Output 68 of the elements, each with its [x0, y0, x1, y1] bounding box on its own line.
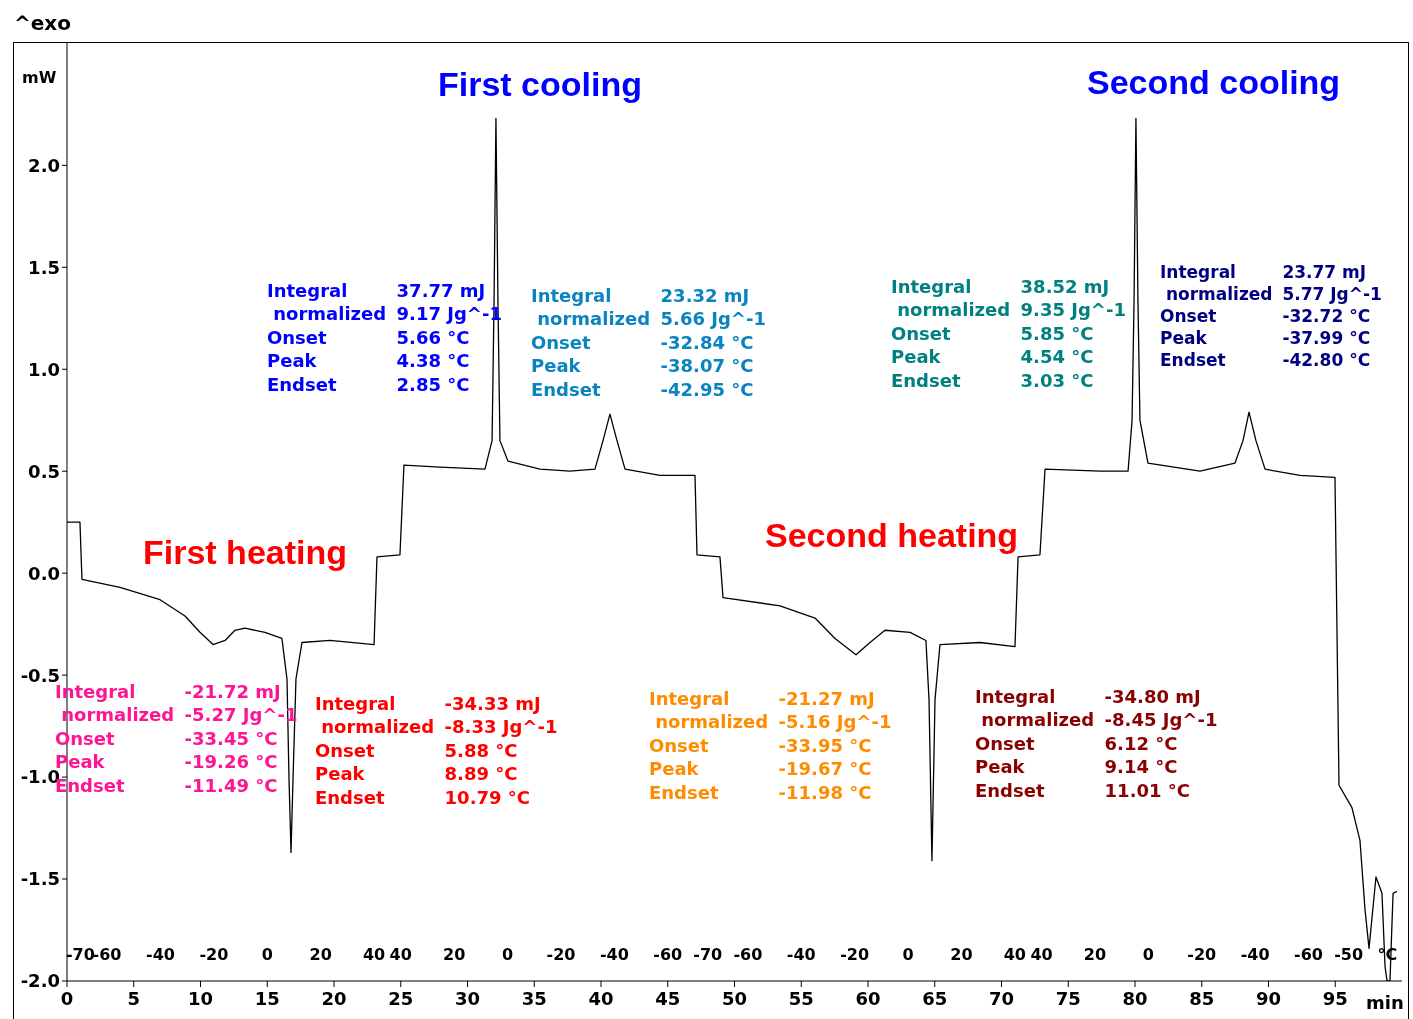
annotation: -20: [840, 945, 870, 964]
x-tick-label: 40: [588, 988, 614, 1009]
annotation: -20: [546, 945, 576, 964]
annotation: 0: [1142, 945, 1154, 964]
annotation: 0: [501, 945, 514, 964]
y-tick-label: 0.0: [28, 562, 60, 584]
annotation: Second heating: [765, 515, 1019, 556]
x-tick-label: 15: [254, 988, 280, 1009]
annotation: 40: [362, 945, 386, 964]
x-tick-label: 95: [1322, 988, 1348, 1009]
x-tick-label: 20: [321, 988, 347, 1009]
annotation: 40: [389, 945, 412, 964]
annotation: -40: [786, 945, 816, 964]
annotation: 0: [902, 945, 914, 964]
annotation: -20: [199, 945, 229, 964]
annotation: -60: [733, 945, 763, 964]
annotation: -60: [92, 945, 122, 964]
y-tick-label: -2.0: [20, 970, 60, 992]
text: Integral -21.27 mJ normalized -5.16 Jg^-1 Onset -33.95 °C Peak -19.67 °C Endset -11.98 °C: [649, 688, 892, 803]
annotation: First cooling: [438, 64, 642, 105]
y-tick-label: 2.0: [28, 154, 60, 176]
x-tick-label: 60: [855, 988, 881, 1009]
annotation: 20: [1083, 945, 1107, 964]
x-tick-label: 45: [655, 988, 681, 1009]
x-tick-label: 0: [60, 988, 74, 1009]
annotation: 0: [261, 945, 273, 964]
x-tick-label: 65: [922, 988, 948, 1009]
y-tick-label: 1.0: [28, 358, 60, 380]
y-tick-label: 0.5: [28, 460, 60, 482]
text: ^exo: [14, 10, 71, 36]
annotation: Second cooling: [1087, 62, 1341, 103]
x-axis-title: min: [1366, 992, 1404, 1013]
x-tick-label: 35: [521, 988, 547, 1009]
annotation: First heating: [143, 532, 348, 573]
annotation: -60: [653, 945, 683, 964]
text: Integral -34.33 mJ normalized -8.33 Jg^-1 Onset 5.88 °C Peak 8.89 °C Endset 10.79 °C: [315, 693, 558, 808]
annotation: -40: [599, 945, 629, 964]
y-tick-label: -1.5: [20, 868, 60, 890]
x-tick-label: 80: [1122, 988, 1148, 1009]
x-tick-label: 5: [127, 988, 141, 1009]
annotation: -70: [65, 945, 95, 964]
x-tick-label: 25: [388, 988, 414, 1009]
x-tick-label: 10: [187, 988, 214, 1009]
annotation: -60: [1294, 945, 1323, 964]
annotation: 20: [443, 945, 466, 964]
x-tick-label: 50: [721, 988, 748, 1009]
x-tick-label: 75: [1055, 988, 1081, 1009]
annotation: 40: [1003, 945, 1026, 964]
y-tick-label: -0.5: [20, 664, 60, 686]
x-tick-label: 90: [1255, 988, 1282, 1009]
x-tick-label: 70: [988, 988, 1015, 1009]
text: Integral 23.77 mJ normalized 5.77 Jg^-1 Onset -32.72 °C Peak -37.99 °C Endset -42.80 °C: [1160, 262, 1382, 371]
x-tick-label: 85: [1189, 988, 1215, 1009]
annotation: -40: [1240, 945, 1270, 964]
annotation: -40: [145, 945, 175, 964]
text: Integral 23.32 mJ normalized 5.66 Jg^-1 Onset -32.84 °C Peak -38.07 °C Endset -42.95 °C: [531, 285, 766, 400]
annotation: -20: [1187, 945, 1217, 964]
x-tick-label: 55: [788, 988, 814, 1009]
annotation: 20: [950, 945, 973, 964]
annotation: 40: [1030, 945, 1053, 964]
y-tick-label: 1.5: [28, 256, 60, 278]
text: Integral 38.52 mJ normalized 9.35 Jg^-1 Onset 5.85 °C Peak 4.54 °C Endset 3.03 °C: [891, 276, 1126, 391]
annotation: -70: [693, 945, 723, 964]
text: Integral -34.80 mJ normalized -8.45 Jg^-1 Onset 6.12 °C Peak 9.14 °C Endset 11.01 °C: [975, 686, 1218, 801]
x-tick-label: 30: [454, 988, 481, 1009]
y-axis-title: mW: [22, 68, 57, 87]
annotation: 20: [309, 945, 332, 964]
annotation: -50: [1334, 945, 1364, 964]
